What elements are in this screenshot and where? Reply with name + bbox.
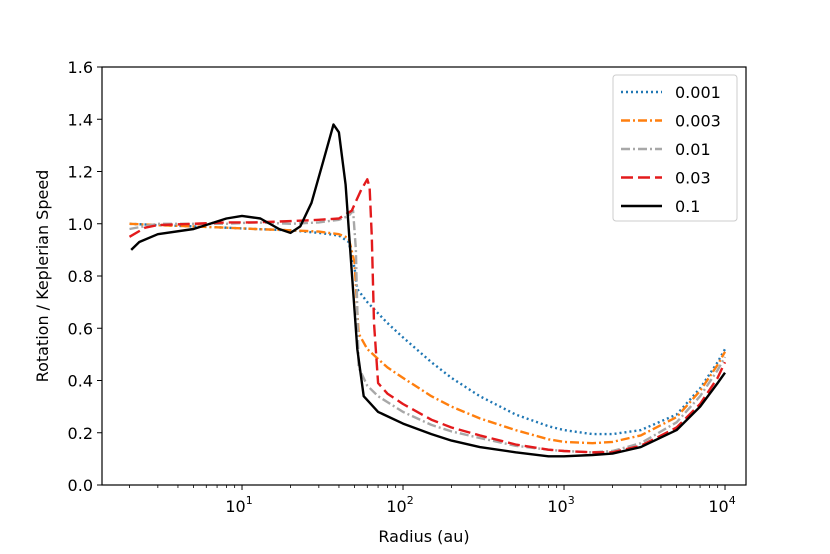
y-tick-label: 1.4 bbox=[68, 110, 93, 129]
series-line-4 bbox=[130, 123, 726, 458]
legend-label-1: 0.003 bbox=[675, 112, 721, 131]
y-tick-label: 1.6 bbox=[68, 58, 93, 77]
legend-label-2: 0.01 bbox=[675, 140, 711, 159]
legend-box bbox=[612, 74, 738, 222]
x-tick-label: 103 bbox=[547, 494, 574, 516]
series-layer bbox=[128, 123, 727, 458]
x-tick-label: 104 bbox=[708, 494, 735, 516]
legend: 0.001 0.003 0.01 0.03 0.1 bbox=[612, 74, 738, 222]
series-line-3 bbox=[128, 178, 727, 454]
y-tick-label: 0.2 bbox=[68, 424, 93, 443]
y-tick-label: 0.0 bbox=[68, 476, 93, 495]
y-axis-label: Rotation / Keplerian Speed bbox=[33, 170, 52, 383]
x-tick-label: 102 bbox=[386, 494, 413, 516]
x-axis-label: Radius (au) bbox=[378, 527, 469, 546]
y-tick-label: 0.4 bbox=[68, 372, 93, 391]
series-line-2 bbox=[129, 209, 727, 454]
legend-label-0: 0.001 bbox=[675, 83, 721, 102]
series-line-0 bbox=[129, 222, 727, 436]
x-axis: 101 102 103 104 bbox=[129, 485, 736, 516]
y-tick-label: 1.2 bbox=[68, 163, 93, 182]
y-axis: 0.0 0.2 0.4 0.6 0.8 1.0 1.2 1.4 1.6 bbox=[68, 58, 102, 495]
y-tick-label: 1.0 bbox=[68, 215, 93, 234]
series-line-1 bbox=[129, 222, 727, 445]
legend-label-4: 0.1 bbox=[675, 197, 700, 216]
y-tick-label: 0.8 bbox=[68, 267, 93, 286]
x-tick-label: 101 bbox=[225, 494, 252, 516]
y-tick-label: 0.6 bbox=[68, 319, 93, 338]
legend-label-3: 0.03 bbox=[675, 169, 711, 188]
